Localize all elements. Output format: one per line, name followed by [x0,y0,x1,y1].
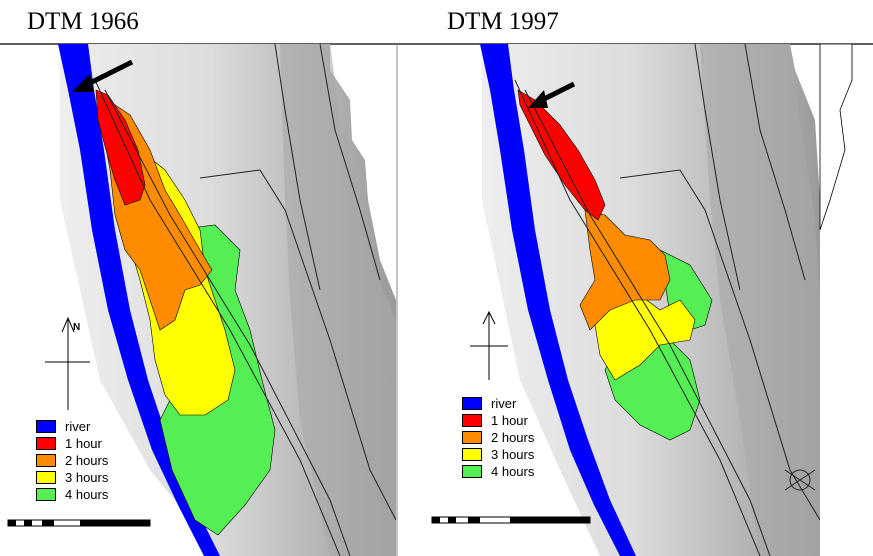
legend-swatch [462,414,482,427]
arrow-marker-1997 [528,81,576,108]
legend-label: 2 hours [65,453,109,468]
legend-item: 3 hours [36,469,108,486]
legend-swatch [36,471,56,484]
scale-bar-1997 [431,516,591,524]
legend-swatch [462,397,482,410]
legend-item: 1 hour [36,435,108,452]
legend-swatch [462,465,482,478]
legend-label: 1 hour [65,436,102,451]
legend-label: 3 hours [491,447,535,462]
map-1966 [58,44,396,556]
map-1997 [480,44,820,556]
legend-label: 3 hours [65,470,109,485]
river-1966 [58,44,220,556]
zone-3h-1997 [594,294,696,381]
river-1997 [480,44,636,556]
legend-item: 4 hours [462,463,534,480]
legend-item: river [36,418,108,435]
legend-item: 2 hours [462,429,534,446]
legend-swatch [462,448,482,461]
scale-bar-1966 [7,519,151,527]
roads-1997 [514,44,820,556]
legend-item: 2 hours [36,452,108,469]
legend-swatch [36,420,56,433]
legend-label: river [65,419,91,434]
north-label-1966: N [73,322,81,333]
legend-item: 4 hours [36,486,108,503]
legend-item: river [462,395,534,412]
legend-item: 1 hour [462,412,534,429]
terrain-edge-1997 [819,43,853,231]
legend-label: 4 hours [65,487,109,502]
legend-label: 2 hours [491,430,535,445]
roads-1966 [94,44,396,556]
legend-label: 4 hours [491,464,535,479]
legend-swatch [36,437,56,450]
map-title-1966: DTM 1966 [27,8,139,35]
legend-1997: river 1 hour 2 hours 3 hours 4 hours [462,395,534,480]
legend-label: river [491,396,517,411]
zone-2h-1997 [579,209,671,331]
legend-item: 3 hours [462,446,534,463]
legend-1966: river 1 hour 2 hours 3 hours 4 hours [36,418,108,503]
zone-1h-1966 [95,89,146,206]
legend-label: 1 hour [491,413,528,428]
arrow-marker-1966 [72,59,134,92]
legend-swatch [36,488,56,501]
map-title-1997: DTM 1997 [447,8,559,35]
legend-swatch [462,431,482,444]
north-arrow-1997 [470,310,508,380]
legend-swatch [36,454,56,467]
north-arrow-1966 [45,316,90,410]
zone-1h-1997 [517,89,606,221]
